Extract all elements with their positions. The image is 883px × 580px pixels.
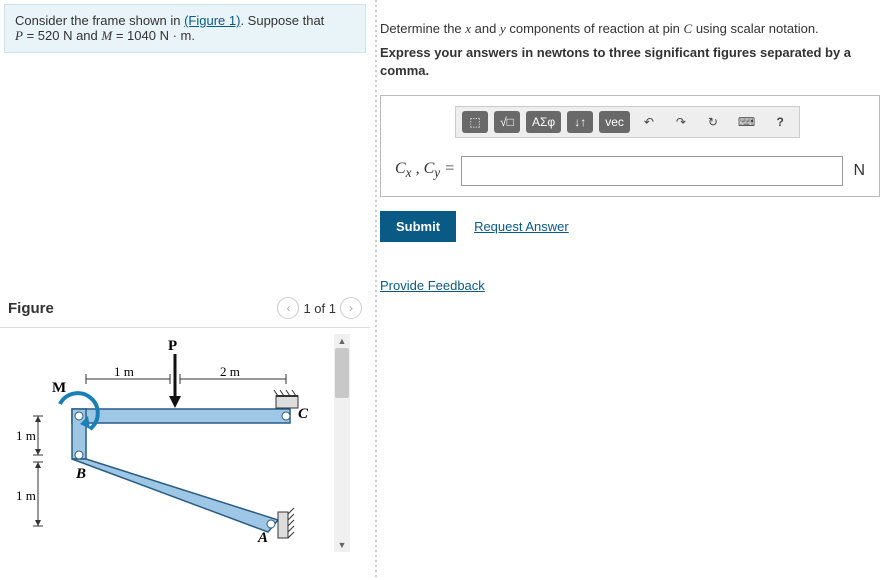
intro-text-4: = 1040 N · m.: [112, 28, 195, 43]
intro-text-3: = 520 N and: [23, 28, 101, 43]
column-divider: [375, 0, 377, 580]
sqrt-button[interactable]: √□: [494, 111, 520, 133]
pager-next-button[interactable]: ›: [340, 297, 362, 319]
request-answer-link[interactable]: Request Answer: [474, 219, 569, 234]
provide-feedback-link[interactable]: Provide Feedback: [380, 278, 485, 293]
figure-viewport: P M 1 m 2 m 1 m 1 m B C A: [10, 334, 360, 554]
question-line-2: Express your answers in newtons to three…: [380, 44, 880, 80]
dim-1m-left-upper: 1 m: [16, 428, 36, 443]
problem-intro: Consider the frame shown in (Figure 1). …: [4, 4, 366, 53]
figure-title: Figure: [8, 300, 54, 317]
answer-lhs: Cx , Cy =: [395, 160, 455, 181]
subscript-button[interactable]: ↓↑: [567, 111, 593, 133]
answer-panel: ⬚ √□ ΑΣφ ↓↑ vec ↶ ↷ ↻ ⌨ ? Cx , Cy = N: [380, 95, 880, 197]
figure-pager: ‹ 1 of 1 ›: [277, 297, 362, 319]
keyboard-button[interactable]: ⌨: [732, 111, 761, 133]
pager-prev-button[interactable]: ‹: [277, 297, 299, 319]
label-c: C: [298, 406, 309, 422]
label-m: M: [52, 380, 66, 396]
answer-input[interactable]: [461, 156, 843, 186]
dim-1m-left-lower: 1 m: [16, 488, 36, 503]
dim-2m: 2 m: [220, 364, 240, 379]
greek-button[interactable]: ΑΣφ: [526, 111, 561, 133]
figure-scrollbar[interactable]: ▲ ▼: [334, 334, 350, 552]
figure-link[interactable]: (Figure 1): [184, 13, 240, 28]
intro-text-1: Consider the frame shown in: [15, 13, 184, 28]
scroll-thumb[interactable]: [335, 348, 349, 398]
scroll-down-icon[interactable]: ▼: [334, 538, 350, 552]
equation-toolbar: ⬚ √□ ΑΣφ ↓↑ vec ↶ ↷ ↻ ⌨ ?: [455, 106, 800, 138]
undo-button[interactable]: ↶: [636, 111, 662, 133]
reset-button[interactable]: ↻: [700, 111, 726, 133]
answer-unit: N: [853, 162, 865, 180]
redo-button[interactable]: ↷: [668, 111, 694, 133]
question-line-1: Determine the x and y components of reac…: [380, 20, 880, 38]
pager-text: 1 of 1: [303, 301, 336, 316]
label-a: A: [257, 530, 268, 544]
var-p: P: [15, 28, 23, 43]
dim-1m-top-left: 1 m: [114, 364, 134, 379]
help-button[interactable]: ?: [767, 111, 793, 133]
scroll-up-icon[interactable]: ▲: [334, 334, 350, 348]
var-m: M: [101, 28, 112, 43]
label-b: B: [75, 466, 86, 482]
label-p: P: [168, 338, 177, 354]
template-button[interactable]: ⬚: [462, 111, 488, 133]
intro-text-2: . Suppose that: [240, 13, 324, 28]
submit-button[interactable]: Submit: [380, 211, 456, 242]
frame-diagram: P M 1 m 2 m 1 m 1 m B C A: [10, 334, 330, 544]
vector-button[interactable]: vec: [599, 111, 630, 133]
